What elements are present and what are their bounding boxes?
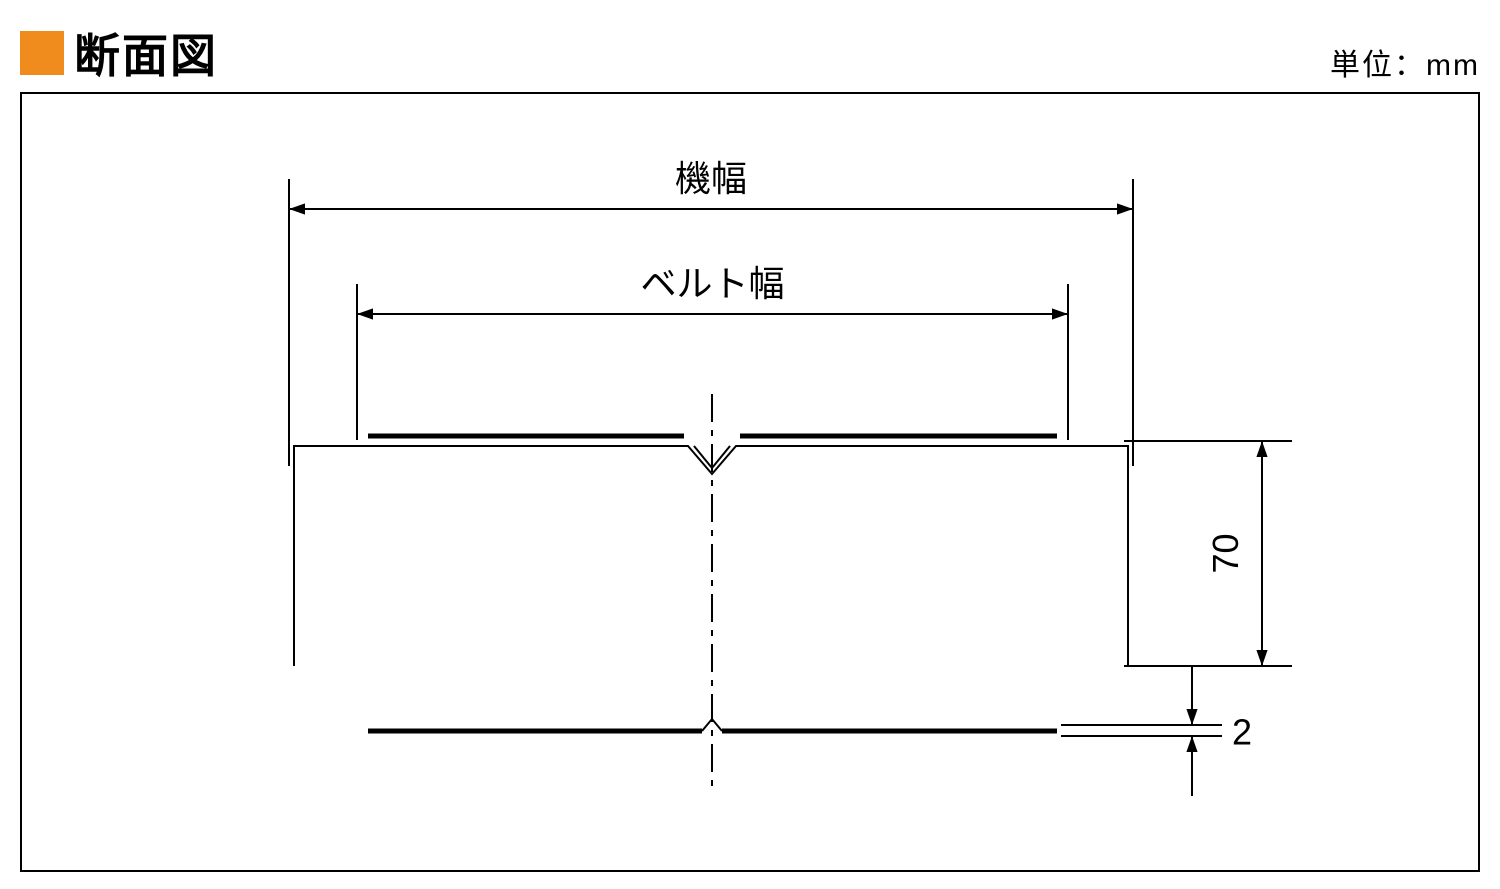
diagram-frame: 機幅ベルト幅 70 2 [20, 92, 1480, 872]
page: 断面図 単位：mm 機幅ベルト幅 70 2 [20, 20, 1480, 869]
header: 断面図 単位：mm [20, 20, 1480, 86]
cross-section-svg: 機幅ベルト幅 70 2 [22, 94, 1478, 870]
unit-label: 単位：mm [1330, 40, 1480, 84]
dim-height-value: 70 [1205, 533, 1246, 573]
dim-thickness-value: 2 [1232, 712, 1252, 753]
page-title: 断面図 [74, 20, 218, 86]
dim-machine-width-label: 機幅 [675, 158, 747, 199]
title-group: 断面図 [20, 20, 218, 86]
dim-belt-width-label: ベルト幅 [640, 263, 784, 304]
bullet-icon [20, 31, 64, 75]
